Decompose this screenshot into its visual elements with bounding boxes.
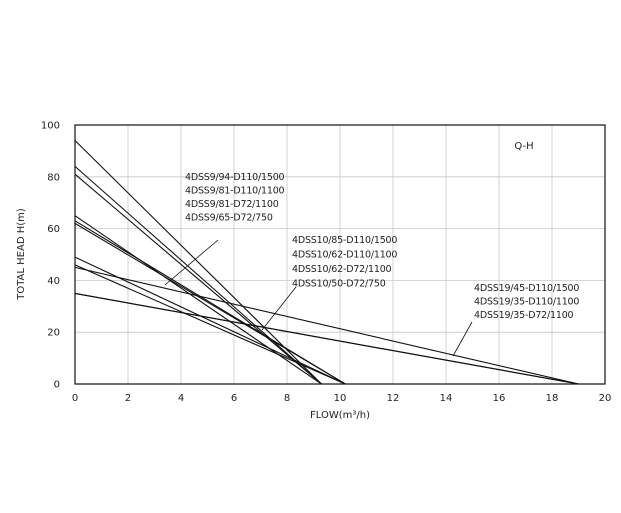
- y-tick-label: 20: [47, 328, 60, 339]
- x-tick-label: 18: [546, 393, 559, 404]
- y-tick-labels: 0 20 40 60 80 100: [41, 121, 60, 391]
- x-tick-label: 4: [178, 393, 184, 404]
- x-tick-label: 6: [231, 393, 237, 404]
- x-tick-label: 2: [125, 393, 131, 404]
- curve-label: 4DSS10/62-D110/1100: [292, 250, 397, 261]
- series-line: [74, 173, 322, 385]
- x-axis-title: FLOW(m³/h): [310, 410, 370, 421]
- grid-layer: [75, 125, 605, 384]
- curve-label: 4DSS10/50-D72/750: [292, 279, 386, 290]
- leader-line: [164, 239, 219, 286]
- y-axis-title: TOTAL HEAD H(m): [16, 208, 27, 301]
- series-line: [74, 266, 579, 385]
- series-line: [74, 264, 346, 385]
- curve-label: 4DSS9/81-D72/1100: [185, 199, 279, 210]
- curve-label: 4DSS19/45-D110/1500: [474, 283, 579, 294]
- series-line: [74, 140, 322, 385]
- x-tick-label: 20: [599, 393, 612, 404]
- y-tick-label: 0: [54, 380, 60, 391]
- curve-label: 4DSS10/85-D110/1500: [292, 235, 397, 246]
- curve-label: 4DSS10/62-D72/1100: [292, 264, 392, 275]
- x-tick-label: 16: [493, 393, 506, 404]
- y-tick-label: 80: [47, 172, 60, 183]
- series-layer: [74, 140, 579, 385]
- curve-label: 4DSS9/81-D110/1100: [185, 186, 285, 197]
- x-tick-label: 12: [387, 393, 400, 404]
- curve-label: 4DSS9/94-D110/1500: [185, 172, 285, 183]
- x-tick-label: 14: [440, 393, 453, 404]
- curve-label: 4DSS19/35-D110/1100: [474, 297, 579, 308]
- leader-line: [452, 321, 473, 357]
- x-tick-label: 10: [334, 393, 347, 404]
- leader-line: [261, 286, 297, 331]
- chart-title: Q-H: [514, 141, 533, 152]
- y-tick-label: 60: [47, 224, 60, 235]
- curve-label: 4DSS9/65-D72/750: [185, 213, 273, 224]
- series-line: [74, 292, 579, 385]
- y-tick-label: 100: [41, 121, 60, 132]
- annotation-layer: 4DSS9/94-D110/1500 4DSS9/81-D110/1100 4DSS…: [164, 172, 580, 357]
- x-tick-label: 8: [284, 393, 290, 404]
- series-line: [74, 165, 322, 385]
- y-tick-label: 40: [47, 276, 60, 287]
- curve-label: 4DSS19/35-D72/1100: [474, 310, 574, 321]
- plot-frame: [74, 124, 606, 385]
- x-tick-label: 0: [72, 393, 78, 404]
- series-line: [74, 222, 346, 385]
- x-tick-labels: 0 2 4 6 8 10 12 14 16 18 20: [72, 393, 612, 404]
